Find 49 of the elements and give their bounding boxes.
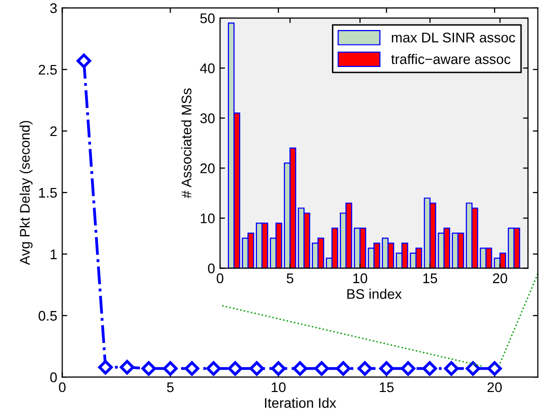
x-tick-label: 10: [272, 382, 286, 392]
point: [141, 361, 156, 376]
y-tick-label: 2.5: [38, 64, 57, 75]
x-tick-label: 5: [286, 274, 294, 284]
legend-label: traffic−aware assoc: [391, 54, 510, 64]
x-tick-label: 10: [353, 273, 368, 284]
point: [422, 361, 438, 376]
y-tick-label: 0: [208, 263, 215, 274]
point: [163, 361, 178, 376]
point: [292, 361, 308, 376]
point: [228, 361, 242, 376]
point: [400, 361, 416, 376]
point: [250, 361, 264, 376]
point: [98, 360, 113, 375]
point: [379, 361, 394, 376]
x-tick-label: 0: [58, 382, 66, 392]
y-tick-label: 50: [200, 13, 215, 24]
y-tick-label: 2: [50, 126, 57, 136]
x-tick-label: 15: [380, 382, 394, 392]
x-tick-label: 20: [488, 382, 502, 392]
point: [336, 361, 351, 376]
y-tick-label: 0.5: [38, 310, 57, 321]
y-axis-title: Avg Pkt Delay (second): [20, 120, 33, 265]
y-tick-label: 1.5: [39, 188, 57, 198]
legend-label: max DL SINR assoc: [392, 32, 516, 42]
point: [76, 54, 92, 68]
point: [444, 361, 459, 376]
x-tick-label: 15: [423, 274, 438, 284]
point: [184, 361, 200, 376]
y-axis-title: # Associated MSs: [181, 88, 192, 198]
point: [487, 361, 502, 376]
x-tick-label: 20: [492, 273, 508, 284]
x-axis-title: BS index: [347, 288, 402, 299]
y-tick-label: 0: [50, 372, 57, 382]
y-tick-label: 10: [200, 213, 215, 224]
point: [466, 361, 480, 376]
point: [271, 361, 286, 376]
y-tick-label: 1: [50, 250, 57, 260]
x-axis-title: Iteration Idx: [265, 398, 336, 408]
point: [206, 361, 221, 376]
y-tick-label: 20: [200, 163, 215, 174]
y-tick-label: 3: [50, 3, 57, 14]
x-tick-label: 5: [167, 382, 174, 392]
y-tick-label: 40: [200, 63, 215, 74]
point: [314, 361, 329, 376]
point: [120, 360, 134, 375]
x-tick-label: 0: [216, 273, 224, 284]
point: [358, 361, 372, 376]
y-tick-label: 30: [200, 113, 215, 124]
